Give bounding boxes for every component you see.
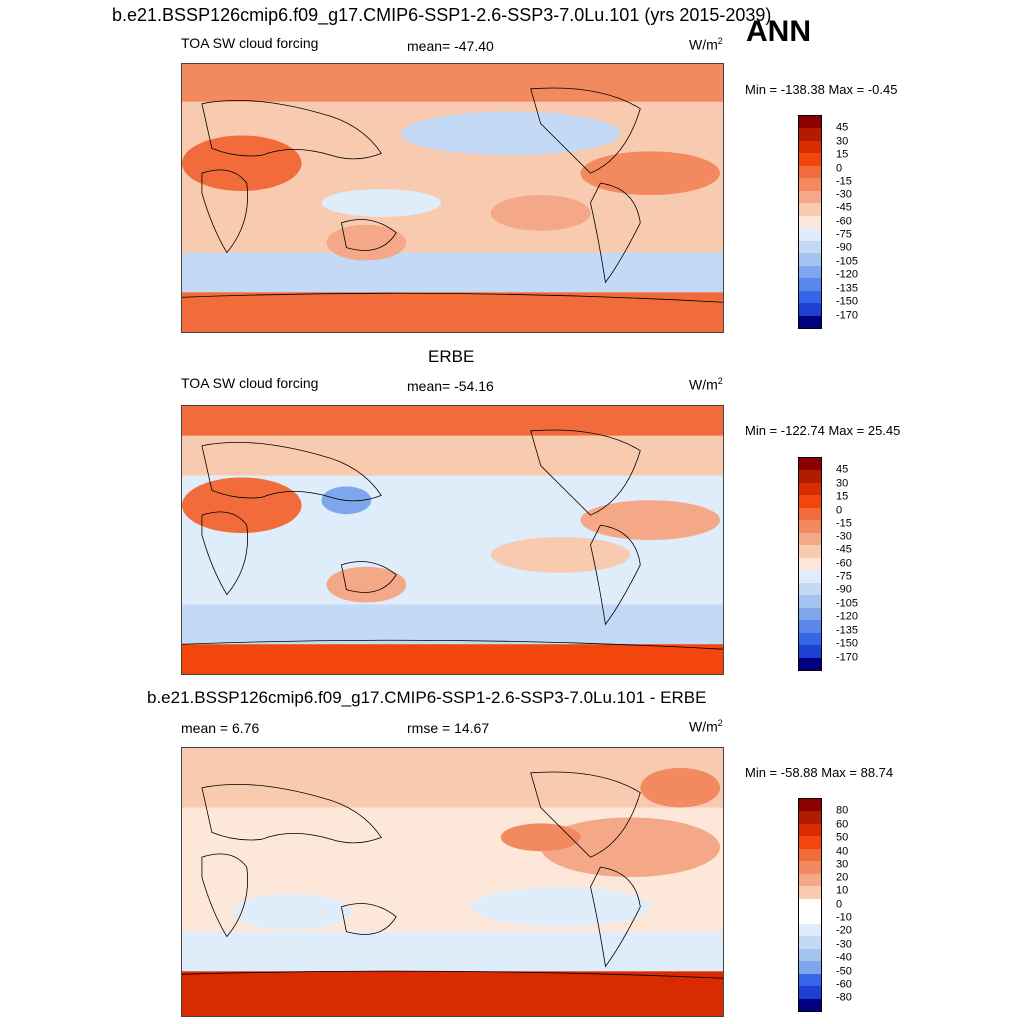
panel-3-cb-label: -30 <box>836 938 852 951</box>
southern-ocean-band <box>182 931 723 972</box>
panel-2-cb-label: -75 <box>836 570 852 583</box>
panel-2-cb-label: -135 <box>836 624 859 637</box>
australia-region <box>326 224 407 261</box>
panel-2-cb-label: -15 <box>836 517 852 530</box>
panel-3-cb-label: -20 <box>836 924 852 937</box>
panel-3-cb-label: 80 <box>836 804 849 817</box>
panel-3-rmse-label: rmse = 14.67 <box>407 720 490 736</box>
east-pacific-region <box>540 817 721 878</box>
panel-1-cb-label: -75 <box>836 228 852 241</box>
panel-2-minmax: Min = -122.74 Max = 25.45 <box>745 423 901 438</box>
panel-2-cb-label: -60 <box>836 557 852 570</box>
panel-2-cb-label: -105 <box>836 597 859 610</box>
panel-2-cb-label: 15 <box>836 490 849 503</box>
panel-2-title: ERBE <box>428 347 475 366</box>
panel-2-cb-label: -150 <box>836 637 859 650</box>
southeast-pacific-region <box>490 195 591 231</box>
panel-3-map <box>181 747 724 1017</box>
panel-2-cb-label: -170 <box>836 651 859 664</box>
panel-1-cb-label: -15 <box>836 175 852 188</box>
panel-3-title: b.e21.BSSP126cmip6.f09_g17.CMIP6-SSP1-2.… <box>147 688 707 707</box>
panel-2-variable-label: TOA SW cloud forcing <box>181 375 319 391</box>
panel-1-cb-label: -60 <box>836 215 852 228</box>
panel-1-minmax: Min = -138.38 Max = -0.45 <box>745 82 898 97</box>
panel-1-map-svg <box>182 64 723 332</box>
panel-3-cb-label: -50 <box>836 965 852 978</box>
panel-2-map <box>181 405 724 675</box>
panel-1-cb-label: -135 <box>836 282 859 295</box>
coastlines <box>182 87 723 303</box>
panel-1-map <box>181 63 724 333</box>
panel-1-cb-label: -120 <box>836 268 859 281</box>
panel-2-cb-label: -45 <box>836 543 852 556</box>
east-pacific-region <box>580 151 721 196</box>
panel-3-cb-label: 20 <box>836 871 849 884</box>
panel-1-cb-label: 45 <box>836 121 849 134</box>
indian-ocean-region <box>231 893 352 930</box>
panel-1-units: W/m2 <box>689 36 723 53</box>
coastlines <box>182 771 723 979</box>
panel-3-cb-label: 50 <box>836 831 849 844</box>
southern-ocean-band <box>182 604 723 645</box>
antarctica-band <box>182 292 723 332</box>
south-pacific-region <box>470 886 651 927</box>
main-title: b.e21.BSSP126cmip6.f09_g17.CMIP6-SSP1-2.… <box>112 5 772 25</box>
panel-3-cb-label: 40 <box>836 845 849 858</box>
panel-3-cb-label: -40 <box>836 951 852 964</box>
panel-2-mean-label: mean= -54.16 <box>407 378 494 394</box>
south-pacific-region <box>490 537 631 573</box>
panel-1-cb-label: -30 <box>836 188 852 201</box>
panel-3-mean-label: mean = 6.76 <box>181 720 260 736</box>
antarctica-band <box>182 971 723 1016</box>
panel-1-variable-label: TOA SW cloud forcing <box>181 35 319 51</box>
australia-region <box>326 566 407 603</box>
panel-1-mean-label: mean= -47.40 <box>407 38 494 54</box>
panel-1-cb-label: -90 <box>836 241 852 254</box>
east-pacific-region <box>580 500 721 540</box>
panel-2-cb-label: -90 <box>836 583 852 596</box>
panel-3-cb-label: -60 <box>836 978 852 991</box>
panel-2-units: W/m2 <box>689 376 723 393</box>
panel-3-colorbar <box>798 798 822 1012</box>
coastlines <box>182 429 723 650</box>
northern-band <box>182 748 723 808</box>
northern-midlat-band <box>182 435 723 476</box>
panel-1-cb-label: -150 <box>836 295 859 308</box>
central-pacific-region <box>500 823 581 852</box>
panel-2-cb-label: -30 <box>836 530 852 543</box>
panel-1-cb-label: 0 <box>836 162 843 175</box>
panel-2-cb-label: -120 <box>836 610 859 623</box>
panel-1-colorbar <box>798 115 822 329</box>
panel-2-cb-label: 45 <box>836 463 849 476</box>
arctic-band <box>182 64 723 102</box>
panel-1-cb-label: 15 <box>836 148 849 161</box>
panel-2-map-svg <box>182 406 723 674</box>
panel-2-cb-label: 30 <box>836 477 849 490</box>
panel-1-cb-label: -105 <box>836 255 859 268</box>
arctic-band <box>182 406 723 436</box>
north-pacific-region <box>401 111 621 156</box>
panel-1-cb-label: 30 <box>836 135 849 148</box>
panel-3-map-svg <box>182 748 723 1016</box>
panel-1-cb-label: -45 <box>836 201 852 214</box>
panel-3-minmax: Min = -58.88 Max = 88.74 <box>745 765 894 780</box>
antarctica-band <box>182 644 723 674</box>
sahara-region <box>182 477 302 534</box>
panel-3-cb-label: 10 <box>836 884 849 897</box>
panel-3-cb-label: 0 <box>836 898 843 911</box>
panel-3-units: W/m2 <box>689 718 723 735</box>
panel-3-cb-label: -80 <box>836 991 852 1004</box>
panel-2-colorbar <box>798 457 822 671</box>
season-label: ANN <box>746 15 811 48</box>
sahara-region <box>182 135 302 192</box>
north-atlantic-region <box>640 767 721 808</box>
panel-3-cb-label: 30 <box>836 858 849 871</box>
maritime-continent-region <box>321 189 442 217</box>
panel-3-cb-label: 60 <box>836 818 849 831</box>
panel-2-cb-label: 0 <box>836 504 843 517</box>
southern-ocean-band <box>182 252 723 293</box>
panel-1-cb-label: -170 <box>836 309 859 322</box>
panel-3-cb-label: -10 <box>836 911 852 924</box>
